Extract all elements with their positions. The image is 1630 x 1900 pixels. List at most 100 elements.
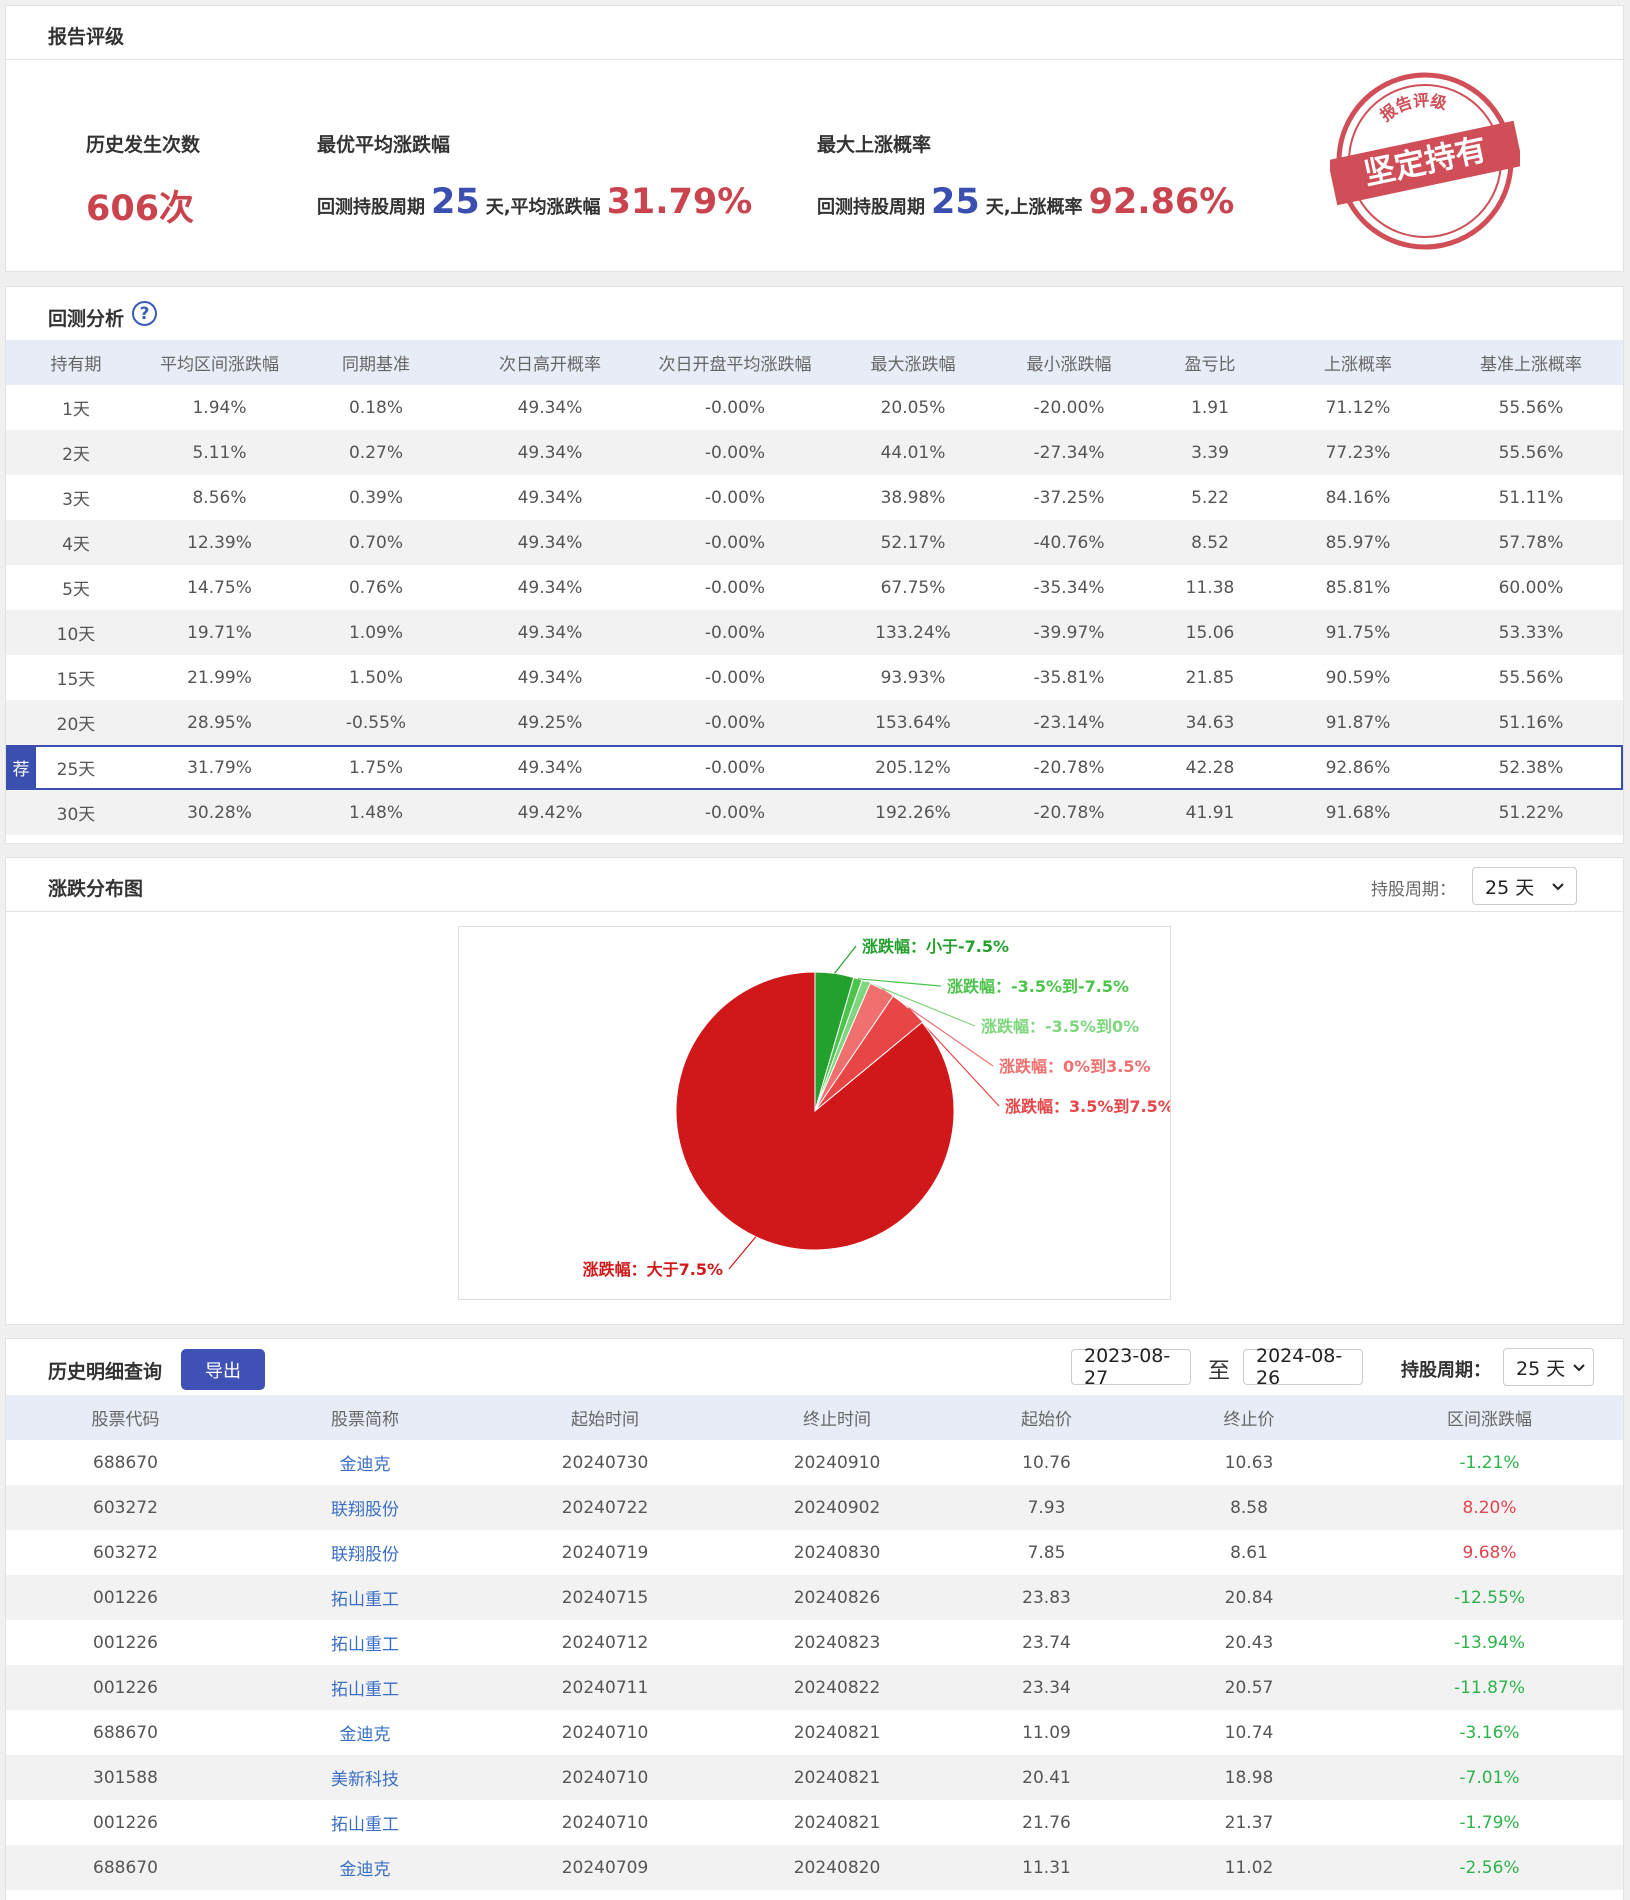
period-label: 持股周期：: [1401, 1360, 1491, 1381]
table-cell: 1.09%: [348, 622, 403, 643]
table-cell: 31.79%: [187, 757, 252, 778]
table-cell: 12.39%: [187, 532, 252, 553]
table-cell: 30天: [56, 805, 96, 825]
table-cell: 52.17%: [880, 532, 946, 553]
stock-link[interactable]: 美新科技: [331, 1770, 399, 1790]
stock-link[interactable]: 金迪克: [339, 1455, 391, 1475]
stock-link[interactable]: 拓山重工: [331, 1680, 399, 1700]
table-cell: 23.74: [1022, 1632, 1071, 1653]
table-cell: 7.93: [1027, 1497, 1066, 1518]
period-select[interactable]: 25 天: [1472, 867, 1577, 905]
column-header: 最大涨跌幅: [870, 355, 956, 375]
stock-link[interactable]: 拓山重工: [331, 1635, 399, 1655]
leader-line: [857, 978, 942, 987]
table-cell: 53.33%: [1498, 622, 1564, 643]
column-header: 上涨概率: [1324, 355, 1392, 375]
table-cell: -20.78%: [1033, 757, 1105, 778]
table-cell: 77.23%: [1325, 442, 1391, 463]
table-cell: 1.50%: [348, 667, 403, 688]
column-header: 次日开盘平均涨跌幅: [658, 355, 812, 375]
column-header: 起始时间: [571, 1410, 639, 1430]
table-cell: 20240719: [561, 1542, 649, 1563]
table-cell: 1.94%: [192, 397, 247, 418]
table-row: [6, 610, 1623, 655]
slice-label: 涨跌幅：大于7.5%: [583, 1260, 723, 1279]
table-row: [6, 430, 1623, 475]
table-cell: 688670: [93, 1722, 158, 1743]
start-date-input[interactable]: 2023-08-27: [1071, 1345, 1191, 1389]
table-row: [6, 1755, 1623, 1800]
column-header: 同期基准: [342, 355, 410, 375]
table-cell: -1.21%: [1459, 1452, 1520, 1473]
table-cell: 14.75%: [187, 577, 252, 598]
stock-link[interactable]: 金迪克: [339, 1860, 391, 1880]
column-header: 终止时间: [803, 1410, 871, 1430]
column-header: 股票代码: [91, 1410, 160, 1430]
table-cell: -37.25%: [1033, 487, 1105, 508]
table-cell: -40.76%: [1033, 532, 1105, 553]
table-cell: 11.02: [1224, 1857, 1274, 1878]
table-cell: 90.59%: [1325, 667, 1391, 688]
input-value: 2023-08-27: [1084, 1345, 1171, 1389]
table-cell: 41.91: [1185, 802, 1235, 823]
end-date-input[interactable]: 2024-08-26: [1243, 1345, 1363, 1389]
table-cell: -0.00%: [704, 757, 766, 778]
table-cell: 28.95%: [187, 712, 252, 733]
table-cell: 301588: [93, 1767, 158, 1788]
period-label: 回测持股周期: [817, 197, 925, 218]
table-cell: -2.56%: [1459, 1857, 1520, 1878]
column-header: 区间涨跌幅: [1447, 1410, 1532, 1430]
table-cell: 20240710: [561, 1722, 649, 1743]
table-row: [6, 385, 1623, 430]
table-row: [6, 790, 1623, 835]
table-cell: 49.42%: [517, 802, 583, 823]
table-cell: 20240826: [793, 1587, 881, 1608]
table-cell: 71.12%: [1325, 397, 1391, 418]
table-cell: 42.28: [1185, 757, 1235, 778]
table-cell: 001226: [93, 1632, 158, 1653]
table-cell: 205.12%: [875, 757, 951, 778]
table-cell: 0.18%: [348, 397, 403, 418]
table-cell: 20.43: [1224, 1632, 1274, 1653]
panel-title: 回测分析: [48, 308, 125, 330]
table-cell: 10.63: [1224, 1452, 1274, 1473]
table-cell: 49.34%: [517, 622, 583, 643]
leader-line: [865, 981, 976, 1027]
table-row: [6, 1665, 1623, 1710]
table-cell: -0.00%: [704, 532, 766, 553]
table-cell: -0.00%: [704, 622, 766, 643]
table-cell: 0.76%: [348, 577, 403, 598]
column-header: 最小涨跌幅: [1026, 355, 1112, 375]
table-cell: 5天: [62, 580, 90, 600]
stock-link[interactable]: 金迪克: [339, 1725, 391, 1745]
table-cell: 21.76: [1022, 1812, 1071, 1833]
table-cell: 20240821: [793, 1767, 881, 1788]
rating-panel: 报告评级 历史发生次数 606次 最优平均涨跌幅 回测持股周期 25 天,平均涨…: [5, 5, 1624, 272]
table-cell: 603272: [93, 1542, 158, 1563]
table-cell: 20.05%: [880, 397, 946, 418]
stock-link[interactable]: 拓山重工: [331, 1590, 399, 1610]
table-cell: 85.81%: [1325, 577, 1391, 598]
table-cell: 21.37: [1224, 1812, 1274, 1833]
table-cell: 44.01%: [880, 442, 946, 463]
help-icon[interactable]: ?: [132, 301, 157, 326]
select-value: 25 天: [1516, 1357, 1566, 1380]
table-cell: 0.70%: [348, 532, 403, 553]
table-cell: 4天: [62, 535, 90, 555]
export-button[interactable]: 导出: [181, 1349, 265, 1390]
period-select[interactable]: 25 天: [1503, 1348, 1594, 1386]
slice-label: 涨跌幅：3.5%到7.5%: [1005, 1097, 1171, 1116]
table-cell: 51.16%: [1498, 712, 1564, 733]
stock-link[interactable]: 拓山重工: [331, 1815, 399, 1835]
table-cell: 20240710: [561, 1767, 649, 1788]
table-cell: 49.34%: [517, 667, 583, 688]
table-cell: 10.74: [1224, 1722, 1274, 1743]
stock-link[interactable]: 联翔股份: [331, 1500, 399, 1520]
table-cell: 34.63: [1185, 712, 1235, 733]
table-cell: 7.85: [1027, 1542, 1066, 1563]
table-cell: -23.14%: [1033, 712, 1105, 733]
table-cell: -0.55%: [345, 712, 407, 733]
table-cell: 20天: [56, 715, 96, 735]
table-cell: 8.56%: [192, 487, 247, 508]
stock-link[interactable]: 联翔股份: [331, 1545, 399, 1565]
